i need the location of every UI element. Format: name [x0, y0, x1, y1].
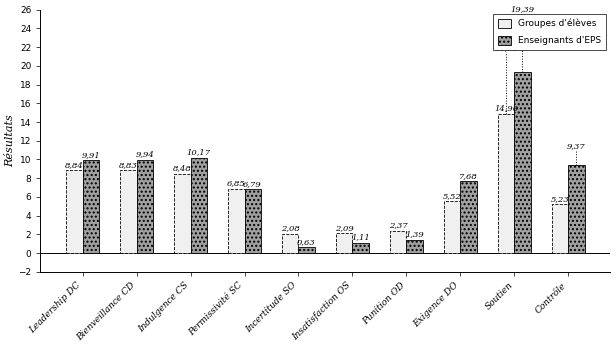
Text: 5,23: 5,23: [551, 195, 570, 203]
Text: 8,84: 8,84: [65, 161, 84, 169]
Text: 14,90: 14,90: [494, 44, 518, 52]
Bar: [569, 165, 585, 253]
Bar: [444, 201, 460, 253]
Text: 8,83: 8,83: [119, 161, 138, 169]
Text: 9,91: 9,91: [81, 151, 100, 159]
Bar: [390, 231, 407, 253]
Bar: [352, 243, 368, 253]
Bar: [229, 189, 245, 253]
Text: 14,90: 14,90: [494, 104, 518, 112]
Bar: [460, 181, 477, 253]
Text: 6,79: 6,79: [243, 180, 262, 188]
Text: 9,94: 9,94: [136, 151, 154, 159]
Bar: [336, 234, 352, 253]
Text: 19,39: 19,39: [511, 6, 535, 14]
Text: 7,68: 7,68: [459, 172, 478, 180]
Bar: [137, 160, 153, 253]
Y-axis label: Résultats: Résultats: [6, 114, 15, 167]
Bar: [245, 189, 261, 253]
Bar: [67, 170, 83, 253]
Text: 1,11: 1,11: [351, 233, 370, 241]
Text: 10,17: 10,17: [187, 149, 211, 157]
Bar: [514, 72, 530, 253]
Bar: [190, 158, 207, 253]
Bar: [83, 160, 99, 253]
Bar: [552, 204, 569, 253]
Text: 2,08: 2,08: [281, 224, 300, 232]
Text: 0,63: 0,63: [297, 238, 316, 246]
Bar: [498, 113, 514, 253]
Bar: [282, 234, 299, 253]
Text: 5,52: 5,52: [443, 192, 461, 200]
Bar: [407, 240, 423, 253]
Text: 1,39: 1,39: [405, 231, 424, 239]
Text: 8,48: 8,48: [173, 164, 192, 172]
Bar: [299, 247, 315, 253]
Legend: Groupes d'élèves, Enseignants d'EPS: Groupes d'élèves, Enseignants d'EPS: [493, 14, 606, 50]
Text: 9,37: 9,37: [567, 142, 586, 150]
Bar: [120, 171, 137, 253]
Bar: [174, 174, 190, 253]
Text: 2,37: 2,37: [389, 221, 408, 229]
Text: 2,09: 2,09: [335, 224, 354, 232]
Text: 6,85: 6,85: [227, 180, 246, 188]
